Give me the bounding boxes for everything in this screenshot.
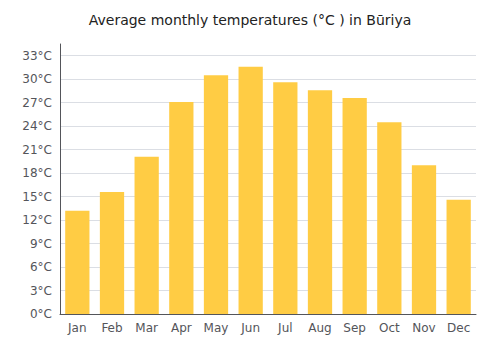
- svg-text:Mar: Mar: [135, 321, 158, 335]
- svg-text:3°C: 3°C: [30, 284, 52, 298]
- svg-text:Jun: Jun: [240, 321, 260, 335]
- svg-text:Jul: Jul: [277, 321, 292, 335]
- svg-text:24°C: 24°C: [22, 119, 52, 133]
- svg-text:21°C: 21°C: [22, 143, 52, 157]
- svg-text:15°C: 15°C: [22, 190, 52, 204]
- svg-text:33°C: 33°C: [22, 49, 52, 63]
- svg-text:0°C: 0°C: [30, 307, 52, 321]
- svg-text:18°C: 18°C: [22, 166, 52, 180]
- svg-text:6°C: 6°C: [30, 260, 52, 274]
- svg-text:27°C: 27°C: [22, 96, 52, 110]
- svg-text:Sep: Sep: [343, 321, 366, 335]
- svg-text:Feb: Feb: [101, 321, 122, 335]
- svg-text:Average monthly temperatures (: Average monthly temperatures (°C ) in Bū…: [89, 12, 412, 28]
- svg-text:30°C: 30°C: [22, 72, 52, 86]
- svg-text:9°C: 9°C: [30, 237, 52, 251]
- svg-text:Jan: Jan: [67, 321, 87, 335]
- svg-text:12°C: 12°C: [22, 213, 52, 227]
- svg-text:Aug: Aug: [308, 321, 331, 335]
- svg-text:May: May: [204, 321, 229, 335]
- svg-text:Dec: Dec: [447, 321, 470, 335]
- svg-text:Apr: Apr: [171, 321, 192, 335]
- svg-text:Nov: Nov: [412, 321, 435, 335]
- svg-text:Oct: Oct: [379, 321, 400, 335]
